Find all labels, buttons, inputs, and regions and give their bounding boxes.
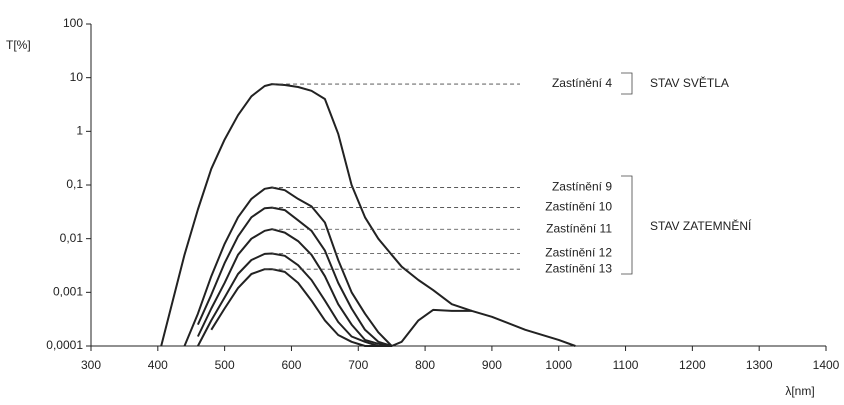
bracket (621, 72, 633, 95)
curve (196, 206, 392, 347)
x-tick-label: 1200 (679, 358, 706, 372)
x-tick-label: 900 (482, 358, 502, 372)
series-label: Zastínění 11 (546, 221, 612, 235)
x-tick-label: 300 (81, 358, 101, 372)
x-tick-label: 500 (215, 358, 235, 372)
series-label: Zastínění 13 (545, 261, 612, 275)
curve (196, 228, 392, 347)
series-label: Zastínění 10 (545, 200, 612, 214)
x-tick-label: 1400 (813, 358, 840, 372)
series-label: Zastínění 9 (552, 180, 612, 194)
x-tick-label: 800 (415, 358, 435, 372)
x-tick-label: 600 (281, 358, 301, 372)
curve (210, 268, 392, 347)
series-label: Zastínění 4 (552, 76, 612, 90)
x-tick-label: 400 (148, 358, 168, 372)
y-tick-label: 10 (70, 70, 84, 84)
annotation: STAV ZATEMNĚNÍ (650, 218, 752, 233)
y-tick-label: 0,001 (53, 285, 83, 299)
series-label: Zastínění 12 (545, 246, 612, 260)
annotation: STAV SVĚTLA (650, 75, 729, 90)
x-tick-label: 1100 (613, 358, 639, 372)
x-tick-label: 1300 (746, 358, 773, 372)
bracket (621, 175, 633, 275)
curve (160, 83, 576, 347)
y-tick-label: 0,1 (66, 177, 83, 191)
x-tick-label: 1000 (545, 358, 572, 372)
curve (197, 252, 392, 347)
y-tick-label: 1 (76, 124, 83, 138)
x-tick-label: 700 (348, 358, 368, 372)
y-axis-label: T[%] (6, 38, 31, 52)
y-tick-label: 100 (63, 16, 83, 30)
y-tick-label: 0,0001 (46, 338, 83, 352)
x-axis-label: λ[nm] (785, 384, 814, 398)
y-tick-label: 0,01 (60, 231, 84, 245)
curve (183, 186, 472, 347)
